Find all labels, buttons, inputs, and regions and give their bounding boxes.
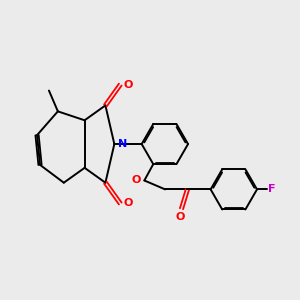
Text: O: O: [124, 199, 133, 208]
Text: O: O: [175, 212, 185, 222]
Text: N: N: [118, 139, 127, 149]
Text: F: F: [268, 184, 276, 194]
Text: O: O: [124, 80, 133, 90]
Text: O: O: [131, 176, 141, 185]
